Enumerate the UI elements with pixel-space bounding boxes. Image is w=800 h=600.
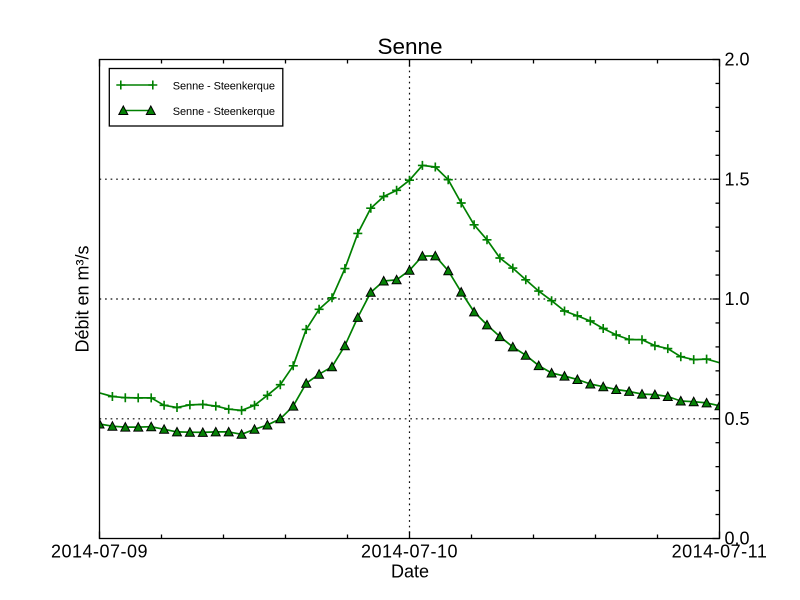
svg-text:Date: Date	[391, 562, 429, 582]
svg-text:1.0: 1.0	[725, 289, 750, 309]
svg-text:2014-07-10: 2014-07-10	[361, 542, 458, 562]
svg-text:0.5: 0.5	[725, 409, 750, 429]
svg-text:2.0: 2.0	[725, 50, 750, 70]
svg-text:1.5: 1.5	[725, 169, 750, 189]
svg-text:Débit en m³/s: Débit en m³/s	[73, 245, 93, 352]
svg-text:2014-07-09: 2014-07-09	[51, 542, 148, 562]
svg-text:Senne - Steenkerque: Senne - Steenkerque	[173, 80, 275, 92]
svg-text:2014-07-11: 2014-07-11	[672, 542, 768, 562]
svg-text:Senne: Senne	[377, 34, 442, 59]
svg-text:0.0: 0.0	[725, 529, 750, 549]
svg-text:Senne - Steenkerque: Senne - Steenkerque	[173, 106, 275, 118]
